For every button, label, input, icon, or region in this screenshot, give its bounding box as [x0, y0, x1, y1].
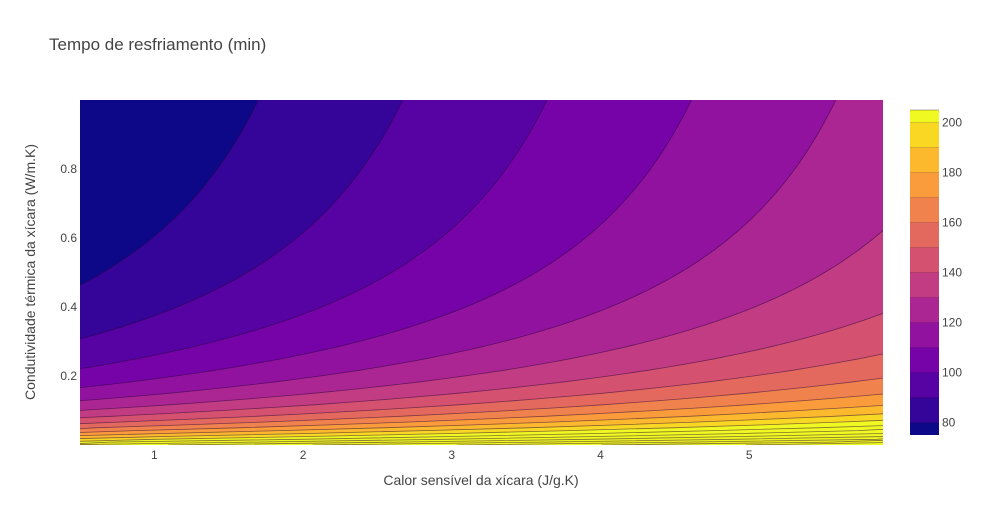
colorbar-tick-label: 180: [942, 166, 962, 180]
y-tick-label: 0.4: [60, 300, 77, 314]
colorbar-tick-label: 200: [942, 116, 962, 130]
x-tick-label: 2: [300, 448, 307, 462]
y-tick-label: 0.2: [60, 369, 77, 383]
colorbar-tick-label: 120: [942, 316, 962, 330]
colorbar-segment: [910, 397, 939, 423]
contour-line: [80, 100, 837, 402]
contour-line: [80, 377, 883, 430]
contour-line: [890, 100, 913, 445]
colorbar-segment: [910, 122, 939, 148]
colorbar-segment: [910, 297, 939, 323]
colorbar-segment: [910, 247, 939, 273]
colorbar-tick-label: 160: [942, 216, 962, 230]
colorbar-segment: [910, 197, 939, 223]
colorbar-tick-label: 100: [942, 366, 962, 380]
y-tick-label: 0.6: [60, 231, 77, 245]
y-axis: 0.2 0.4 0.6 0.8: [60, 162, 77, 383]
x-tick-label: 3: [448, 448, 455, 462]
colorbar-tick-label: 80: [942, 416, 956, 430]
x-tick-label: 5: [746, 448, 753, 462]
y-axis-title: Condutividade térmica da xícara (W/m.K): [22, 144, 38, 400]
y-tick-label: 0.8: [60, 162, 77, 176]
colorbar: 80 100 120 140 160 180 200: [910, 109, 962, 435]
contour-line: [80, 100, 692, 389]
colorbar-segment: [910, 422, 939, 435]
contour-line: [80, 229, 883, 411]
colorbar-segment: [910, 322, 939, 348]
contour-line: [80, 312, 883, 419]
colorbar-segment: [910, 372, 939, 398]
contour-line: [80, 100, 259, 286]
x-tick-label: 4: [597, 448, 604, 462]
contour-line: [80, 100, 548, 370]
colorbar-segment: [910, 272, 939, 298]
colorbar-segment: [910, 147, 939, 173]
contour-line: [80, 100, 404, 340]
x-tick-label: 1: [151, 448, 158, 462]
x-axis-title: Calor sensível da xícara (J/g.K): [383, 472, 578, 488]
x-axis: 1 2 3 4 5: [151, 448, 753, 462]
colorbar-segment: [910, 110, 939, 123]
contour-line: [80, 353, 883, 425]
chart-title: Tempo de resfriamento (min): [49, 35, 266, 54]
colorbar-segment: [910, 222, 939, 248]
colorbar-segment: [910, 172, 939, 198]
colorbar-tick-label: 140: [942, 266, 962, 280]
contour-plot-area: [80, 100, 913, 445]
colorbar-segment: [910, 347, 939, 373]
